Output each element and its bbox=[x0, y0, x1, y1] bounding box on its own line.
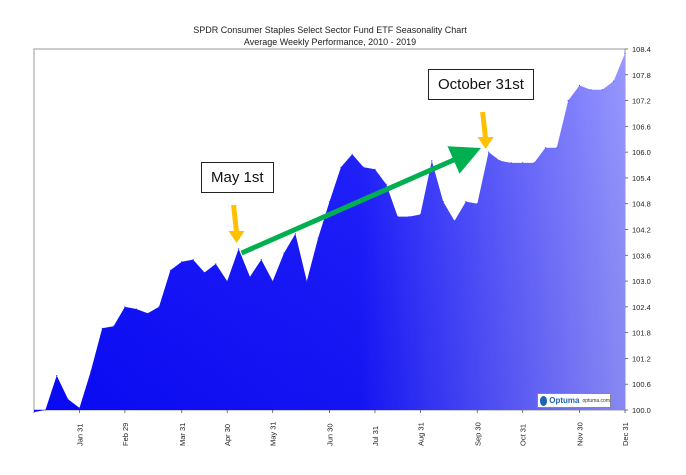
y-tick-label: 104.2 bbox=[632, 226, 651, 235]
optuma-logo-icon bbox=[540, 395, 548, 406]
y-tick-label: 105.4 bbox=[632, 174, 651, 183]
data-point bbox=[169, 269, 171, 271]
data-point bbox=[578, 84, 581, 87]
optuma-logo: Optuma optuma.com bbox=[537, 393, 611, 408]
data-point bbox=[181, 261, 183, 263]
data-point bbox=[249, 276, 251, 278]
chart-subtitle: Average Weekly Performance, 2010 - 2019 bbox=[244, 37, 416, 47]
y-tick-label: 101.2 bbox=[632, 354, 651, 363]
chart-title: SPDR Consumer Staples Select Sector Fund… bbox=[193, 25, 467, 35]
data-point bbox=[226, 280, 228, 282]
data-point bbox=[294, 233, 296, 235]
data-point bbox=[442, 201, 444, 203]
october-arrow bbox=[477, 111, 494, 149]
data-point bbox=[78, 407, 81, 409]
data-point bbox=[465, 201, 467, 203]
optuma-logo-site: optuma.com bbox=[582, 397, 610, 404]
data-point bbox=[351, 153, 353, 155]
data-point bbox=[328, 201, 331, 203]
y-tick-label: 102.4 bbox=[632, 303, 651, 312]
y-tick-label: 100.6 bbox=[632, 380, 651, 389]
area-series bbox=[33, 52, 626, 413]
data-point bbox=[601, 89, 603, 91]
data-point bbox=[238, 248, 240, 250]
y-tick-label: 107.2 bbox=[632, 97, 651, 106]
data-point bbox=[453, 220, 456, 222]
data-point bbox=[147, 312, 149, 314]
trend-arrow bbox=[240, 146, 481, 256]
data-point bbox=[101, 327, 103, 329]
x-tick-label: Jan 31 bbox=[75, 423, 84, 446]
data-point bbox=[363, 166, 365, 168]
data-point bbox=[590, 89, 592, 91]
y-tick-label: 106.0 bbox=[632, 148, 651, 157]
data-point bbox=[124, 306, 126, 308]
data-point bbox=[203, 271, 206, 274]
data-point bbox=[283, 252, 285, 254]
x-tick-label: Jun 30 bbox=[326, 423, 335, 446]
data-point bbox=[408, 216, 410, 218]
y-tick-label: 107.8 bbox=[632, 71, 651, 80]
data-point bbox=[476, 203, 478, 205]
area-shade bbox=[34, 53, 625, 413]
x-tick-label: Feb 29 bbox=[121, 423, 130, 446]
may-arrow bbox=[228, 204, 245, 243]
x-tick-label: Sep 30 bbox=[473, 422, 482, 446]
data-point bbox=[158, 306, 160, 308]
data-point bbox=[56, 375, 58, 377]
y-tick-label: 100.0 bbox=[632, 406, 651, 415]
callout-may-1st: May 1st bbox=[201, 162, 274, 193]
y-tick-label: 104.8 bbox=[632, 200, 651, 209]
x-tick-label: Aug 31 bbox=[416, 422, 425, 446]
x-tick-label: Apr 30 bbox=[223, 424, 232, 446]
data-point bbox=[44, 409, 47, 411]
data-point bbox=[544, 147, 547, 149]
data-point bbox=[499, 160, 501, 162]
data-point bbox=[419, 213, 421, 216]
data-point bbox=[340, 166, 342, 168]
data-point bbox=[374, 168, 376, 170]
data-point bbox=[522, 162, 524, 164]
y-tick-label: 103.6 bbox=[632, 251, 651, 260]
y-tick-label: 108.4 bbox=[632, 45, 651, 54]
x-tick-label: Mar 31 bbox=[178, 423, 187, 446]
data-point bbox=[488, 151, 490, 153]
data-point bbox=[397, 216, 399, 218]
data-point bbox=[624, 52, 626, 54]
x-tick-label: May 31 bbox=[269, 421, 278, 446]
data-point bbox=[533, 162, 535, 164]
data-point bbox=[113, 325, 115, 327]
x-tick-label: Jul 31 bbox=[371, 426, 380, 446]
x-tick-label: Nov 30 bbox=[576, 422, 585, 446]
data-point bbox=[33, 411, 35, 413]
data-point bbox=[613, 80, 615, 82]
data-point bbox=[272, 280, 274, 282]
data-point bbox=[135, 308, 137, 310]
data-point bbox=[260, 259, 262, 261]
y-tick-label: 106.6 bbox=[632, 122, 651, 131]
data-point bbox=[385, 183, 387, 185]
data-point bbox=[317, 237, 319, 239]
data-point bbox=[510, 162, 512, 164]
x-tick-label: Dec 31 bbox=[621, 422, 630, 446]
callout-october-31st: October 31st bbox=[428, 69, 534, 100]
data-point bbox=[567, 100, 569, 102]
optuma-logo-text: Optuma bbox=[549, 396, 580, 405]
x-axis: Jan 31 Feb 29 Mar 31 Apr 30 May 31 Jun 30 Jul … bbox=[75, 410, 630, 446]
data-point bbox=[431, 160, 433, 162]
y-tick-label: 103.0 bbox=[632, 277, 651, 286]
data-point bbox=[90, 370, 92, 372]
data-point bbox=[215, 263, 217, 265]
annotations bbox=[228, 111, 494, 256]
data-point bbox=[192, 259, 194, 261]
x-tick-label: Oct 31 bbox=[519, 424, 528, 446]
data-point bbox=[67, 398, 69, 400]
data-point bbox=[306, 280, 308, 282]
data-point bbox=[556, 147, 558, 149]
y-axis: 100.0 100.6 101.2 101.8 102.4 103.0 103.6 104.2… bbox=[625, 45, 651, 415]
y-tick-label: 101.8 bbox=[632, 329, 651, 338]
